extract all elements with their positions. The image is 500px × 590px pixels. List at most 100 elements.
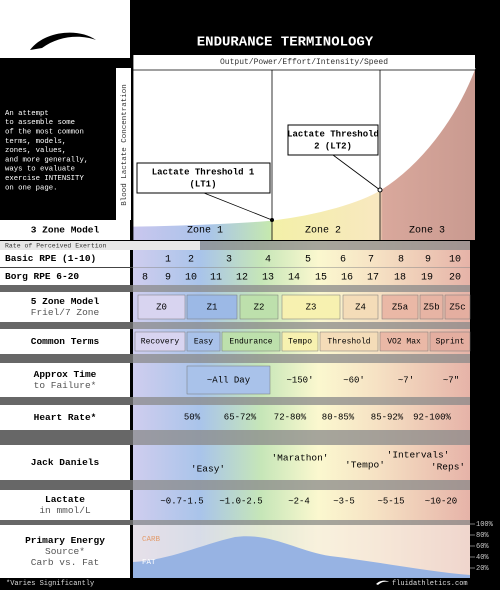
- lactate: ~3-5: [333, 496, 355, 506]
- borg-value: 15: [315, 273, 327, 284]
- row-gap: [0, 285, 470, 292]
- row-label-box: [0, 220, 130, 240]
- lt1-label: (LT1): [189, 179, 216, 189]
- lactate: ~10-20: [425, 496, 457, 506]
- cell-text: VO2 Max: [387, 338, 421, 347]
- cell-box: [186, 331, 221, 352]
- row-label-box: [0, 292, 130, 322]
- cell-text: Tempo: [288, 338, 312, 347]
- jack-daniels: 'Easy': [191, 464, 225, 475]
- cell-text: Threshold: [327, 338, 370, 347]
- jack-daniels: 'Reps': [431, 462, 465, 473]
- rpe-value: 1: [165, 255, 171, 266]
- jack-daniels: 'Tempo': [345, 460, 385, 471]
- cell-text: ~7": [443, 375, 459, 385]
- borg-value: 19: [421, 273, 433, 284]
- rpe-value: 3: [226, 255, 232, 266]
- lactate: ~1.0-2.5: [219, 496, 262, 506]
- row-label-box: [0, 329, 130, 354]
- row-gap: [0, 322, 470, 329]
- borg-value: 17: [367, 273, 379, 284]
- heart-rate: 65-72%: [224, 412, 257, 422]
- intro-line: An attempt: [5, 110, 49, 118]
- row-gap: [0, 520, 470, 525]
- cell-text: Z1: [207, 302, 218, 312]
- row-label: Heart Rate*: [34, 412, 97, 423]
- cell-box: [429, 331, 471, 352]
- borg-value: 9: [165, 273, 171, 284]
- curve-area: [133, 68, 475, 240]
- row-label: Primary Energy: [25, 535, 105, 546]
- cell-text: Sprint: [436, 338, 465, 347]
- lt1-label: Lactate Threshold 1: [152, 167, 255, 177]
- borg-value: 8: [142, 273, 148, 284]
- footer-logo: [376, 580, 389, 585]
- row-label: 5 Zone Model: [31, 296, 100, 307]
- zone-label: Zone 3: [409, 226, 445, 237]
- lactate: ~0.7-1.5: [160, 496, 203, 506]
- rpe-value: 9: [425, 255, 431, 266]
- cell-box: [134, 331, 186, 352]
- lt2-dot: [377, 187, 383, 193]
- scale-label: 100%: [476, 521, 494, 529]
- carb-label: CARB: [142, 536, 161, 544]
- cell-text: ~150': [286, 375, 313, 385]
- intro-line: to assemble some: [5, 119, 75, 127]
- lactate: ~2-4: [288, 496, 310, 506]
- cell-box: [379, 331, 429, 352]
- rows: 3 Zone Model Zone 1 Zone 2 Zone 3 Rate of Pe…: [0, 220, 494, 578]
- scale-label: 40%: [476, 554, 489, 562]
- logo-swoosh: [30, 32, 96, 50]
- y-axis-label: Blood Lactate Concentration: [121, 84, 129, 206]
- row-label: 3 Zone Model: [31, 225, 100, 236]
- cell-text: Z3: [306, 302, 317, 312]
- intro-line: of the most common: [5, 129, 84, 137]
- lt2-label: 2 (LT2): [314, 141, 352, 151]
- borg-value: 20: [449, 273, 461, 284]
- scale-label: 20%: [476, 565, 489, 573]
- fat-label: FAT: [142, 559, 156, 567]
- heart-rate: 72-80%: [274, 412, 307, 422]
- cell-text: ~60': [343, 375, 365, 385]
- heart-rate: 80-85%: [322, 412, 355, 422]
- cell-box: [281, 331, 319, 352]
- row-label-box: [0, 490, 130, 520]
- lactate-curve: [132, 67, 476, 227]
- scale-label: 60%: [476, 543, 489, 551]
- lt1-leader: [203, 192, 273, 221]
- cell-text: Z5b: [423, 302, 439, 312]
- cell-text: Z0: [156, 302, 167, 312]
- rpe-value: 7: [368, 255, 374, 266]
- zone-label: Zone 1: [187, 226, 223, 237]
- rpe-value: 4: [265, 255, 271, 266]
- rpe-value: 6: [340, 255, 346, 266]
- row-gap: [0, 241, 470, 250]
- x-axis-label: Output/Power/Effort/Intensity/Speed: [220, 58, 388, 67]
- row-label: Source*: [45, 546, 85, 557]
- rpe-value: 2: [188, 255, 194, 266]
- cell-text: Easy: [194, 338, 213, 347]
- cell-text: Recovery: [141, 338, 180, 347]
- row-label-box: [0, 250, 130, 267]
- cell-text: Z5a: [392, 302, 409, 312]
- cell-box: [342, 294, 379, 320]
- intro-line: terms, models,: [5, 138, 66, 146]
- lt2-label: Lactate Threshold: [287, 129, 379, 139]
- row-label: in mmol/L: [39, 505, 91, 516]
- jack-daniels: 'Marathon': [271, 453, 328, 464]
- cell-text: Z4: [355, 302, 366, 312]
- row-gap: [0, 430, 470, 445]
- rpe-value: 10: [449, 255, 461, 266]
- borg-value: 16: [341, 273, 353, 284]
- row-label-box: [0, 363, 130, 397]
- title: ENDURANCE TERMINOLOGY: [197, 35, 374, 51]
- row-label: Borg RPE 6-20: [5, 271, 79, 282]
- intro-line: zones, values,: [5, 147, 66, 155]
- lt2-box: [287, 124, 379, 156]
- lt1-dot: [270, 218, 274, 222]
- borg-value: 12: [236, 273, 248, 284]
- row-gap: [0, 397, 470, 405]
- lt1-box: [136, 162, 271, 194]
- heart-rate: 92-100%: [413, 412, 451, 422]
- cell-box: [137, 294, 186, 320]
